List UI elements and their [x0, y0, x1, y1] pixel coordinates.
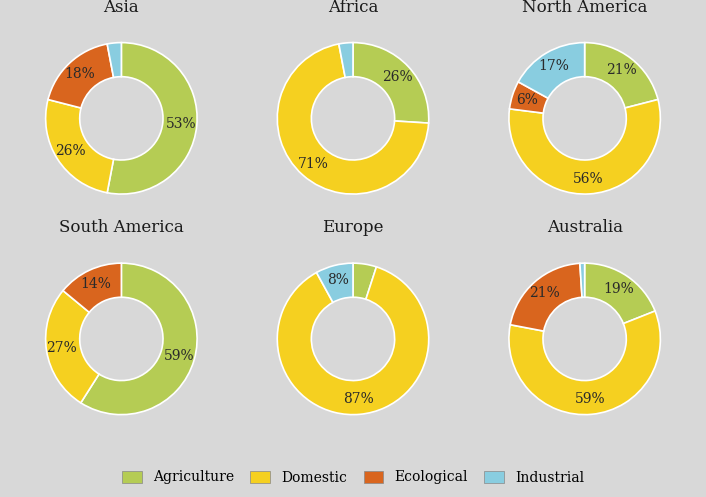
Text: 19%: 19% [604, 282, 634, 296]
Text: 17%: 17% [539, 59, 569, 73]
Title: Africa: Africa [328, 0, 378, 15]
Text: 56%: 56% [573, 172, 604, 186]
Wedge shape [316, 263, 353, 302]
Wedge shape [585, 263, 655, 324]
Wedge shape [63, 263, 121, 312]
Text: 26%: 26% [55, 144, 85, 158]
Wedge shape [107, 43, 197, 194]
Title: Europe: Europe [322, 219, 384, 236]
Wedge shape [277, 44, 429, 194]
Wedge shape [510, 82, 548, 113]
Wedge shape [277, 267, 429, 414]
Text: 18%: 18% [64, 67, 95, 81]
Text: 14%: 14% [80, 277, 111, 291]
Wedge shape [353, 263, 376, 299]
Wedge shape [509, 311, 660, 414]
Legend: Agriculture, Domestic, Ecological, Industrial: Agriculture, Domestic, Ecological, Indus… [116, 465, 590, 490]
Text: 27%: 27% [46, 341, 77, 355]
Text: 26%: 26% [382, 70, 412, 84]
Wedge shape [48, 44, 114, 108]
Text: 8%: 8% [327, 273, 349, 287]
Text: 21%: 21% [606, 64, 637, 78]
Text: 21%: 21% [530, 286, 560, 301]
Text: 87%: 87% [343, 392, 374, 406]
Text: 53%: 53% [167, 117, 197, 131]
Wedge shape [580, 263, 585, 297]
Title: Australia: Australia [546, 219, 623, 236]
Wedge shape [509, 99, 660, 194]
Title: North America: North America [522, 0, 647, 15]
Wedge shape [46, 99, 114, 193]
Wedge shape [46, 291, 99, 403]
Wedge shape [339, 43, 353, 78]
Wedge shape [518, 43, 585, 98]
Text: 71%: 71% [297, 157, 328, 171]
Text: 59%: 59% [164, 349, 195, 363]
Wedge shape [510, 263, 582, 331]
Wedge shape [80, 263, 197, 414]
Wedge shape [353, 43, 429, 123]
Title: South America: South America [59, 219, 184, 236]
Text: 59%: 59% [575, 392, 606, 406]
Wedge shape [107, 43, 121, 78]
Text: 6%: 6% [516, 92, 538, 107]
Wedge shape [585, 43, 658, 108]
Title: Asia: Asia [104, 0, 139, 15]
